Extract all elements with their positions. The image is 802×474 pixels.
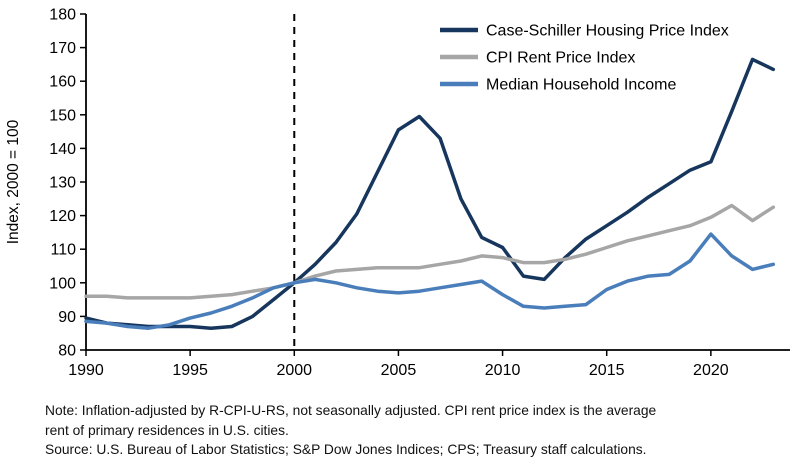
chart-line-0 (84, 57, 776, 330)
note-text-line-1: Note: Inflation-adjusted by R-CPI-U-RS, … (45, 403, 657, 418)
chart-notes: Note: Inflation-adjusted by R-CPI-U-RS, … (45, 401, 790, 460)
y-tick-label: 150 (49, 107, 76, 124)
x-tick-label: 2010 (485, 362, 521, 379)
y-tick-label: 80 (58, 343, 76, 360)
x-tick-label: 1990 (68, 362, 104, 379)
x-tick-label: 1995 (172, 362, 208, 379)
y-tick-label: 180 (49, 7, 76, 24)
legend-label-2: Median Household Income (486, 77, 676, 94)
chart-line-2 (84, 232, 776, 330)
y-tick-label: 100 (49, 275, 76, 292)
y-tick-label: 130 (49, 175, 76, 192)
chart-line-1 (84, 203, 776, 300)
legend-label-1: CPI Rent Price Index (486, 50, 635, 67)
legend-label-0: Case-Schiller Housing Price Index (486, 23, 729, 40)
y-axis-title: Index, 2000 = 100 (5, 119, 22, 244)
note-text-line-2: rent of primary residences in U.S. citie… (45, 422, 289, 438)
y-tick-label: 120 (49, 208, 76, 225)
y-tick-label: 170 (49, 40, 76, 57)
y-tick-label: 140 (49, 141, 76, 158)
x-tick-label: 2015 (589, 362, 625, 379)
x-tick-label: 2020 (693, 362, 729, 379)
x-tick-label: 2000 (276, 362, 312, 379)
y-tick-label: 160 (49, 74, 76, 91)
y-tick-label: 90 (58, 309, 76, 326)
x-tick-label: 2005 (381, 362, 417, 379)
source-text: Source: U.S. Bureau of Labor Statistics;… (45, 442, 647, 458)
line-chart: 80 90 100 110 120 130 140 150 160 170 180 1990 1995 2… (5, 7, 790, 379)
y-tick-label: 110 (50, 242, 76, 259)
